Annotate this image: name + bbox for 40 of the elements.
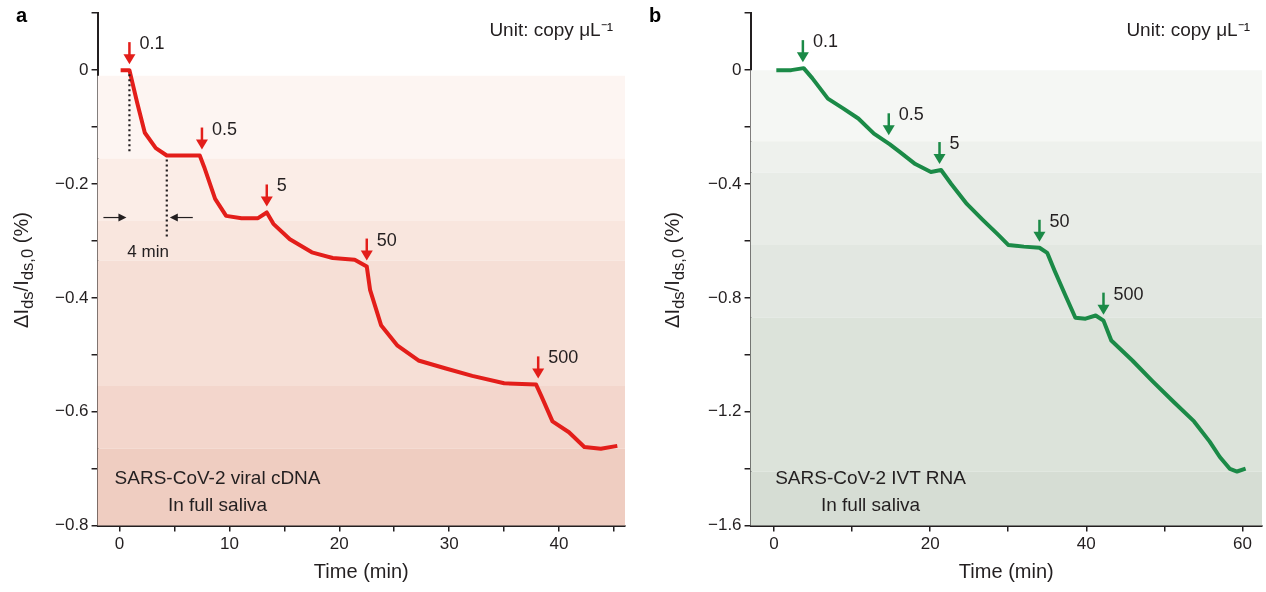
annotation: SARS-CoV-2 viral cDNA <box>114 467 321 489</box>
annotation: 0.1 <box>139 33 165 54</box>
x-tick-label: 10 <box>219 534 239 554</box>
annotation: 50 <box>1049 210 1070 231</box>
annotation: 500 <box>1113 283 1144 304</box>
annotation: Unit: copy μL⁻¹ <box>1126 18 1250 40</box>
y-tick-label: −1.6 <box>708 515 742 535</box>
annotation: 500 <box>548 347 579 368</box>
x-tick-label: 30 <box>439 534 459 554</box>
annotation: 5 <box>276 175 287 196</box>
annotation: 5 <box>949 133 960 154</box>
x-tick-label: 60 <box>1233 534 1252 554</box>
annotation: Unit: copy μL⁻¹ <box>489 18 613 40</box>
x-tick-label: 40 <box>549 534 569 554</box>
chart-title: b <box>649 3 662 26</box>
y-tick-label: −0.6 <box>55 401 89 421</box>
x-tick-label: 20 <box>329 534 349 554</box>
ref-line-label: 4 min <box>127 241 169 261</box>
x-tick-label: 40 <box>1076 534 1096 554</box>
annotation: 0.5 <box>211 118 237 139</box>
y-tick-label: −0.4 <box>55 287 89 307</box>
chart-title: a <box>16 3 28 26</box>
y-tick-label: 0 <box>732 59 742 79</box>
y-tick-label: −0.8 <box>55 515 89 535</box>
x-axis-title: Time (min) <box>313 559 409 582</box>
x-axis-title: Time (min) <box>958 559 1054 582</box>
annotation: SARS-CoV-2 IVT RNA <box>775 467 967 489</box>
x-tick-label: 20 <box>920 534 940 554</box>
y-tick-label: −0.4 <box>708 173 742 193</box>
y-tick-label: −1.2 <box>708 401 742 421</box>
y-tick-label: −0.2 <box>55 173 89 193</box>
x-tick-label: 0 <box>769 534 779 554</box>
annotation: In full saliva <box>167 494 268 516</box>
y-tick-label: 0 <box>79 59 89 79</box>
x-tick-label: 0 <box>114 534 125 554</box>
annotation: 0.5 <box>898 104 924 125</box>
y-tick-label: −0.8 <box>708 287 742 307</box>
annotation: In full saliva <box>820 494 921 516</box>
annotation: 0.1 <box>812 31 838 52</box>
annotation: 50 <box>376 229 397 250</box>
